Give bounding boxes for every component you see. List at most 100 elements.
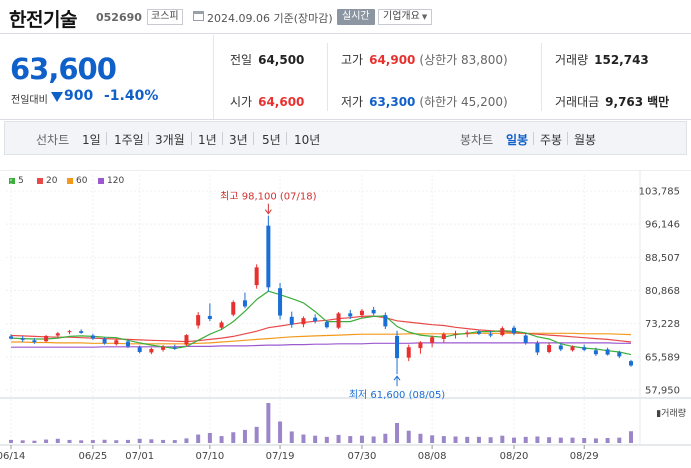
- reference-date: 2024.09.06 기준(장마감): [207, 12, 333, 25]
- x-tick-label: 07/10: [195, 451, 224, 462]
- volume-bar: [161, 439, 166, 443]
- candle-body: [102, 338, 107, 344]
- y-tick-label: 73,228: [645, 319, 680, 330]
- volume-bar: [383, 433, 388, 443]
- prev-close: 전일 64,500: [230, 51, 304, 68]
- tab-3year[interactable]: 3년: [229, 133, 248, 147]
- low-value: 63,300: [369, 95, 416, 109]
- divider: [286, 132, 287, 145]
- realtime-button[interactable]: 실시간: [337, 9, 375, 25]
- candle-body: [196, 315, 201, 326]
- ma-line-ma20: [10, 315, 632, 343]
- x-tick-label: 08/08: [418, 451, 447, 462]
- x-tick-label: 06/14: [0, 451, 25, 462]
- legend-swatch: [9, 177, 15, 184]
- candle-body: [184, 335, 189, 345]
- volume-bar: [476, 436, 481, 443]
- volume-bar: [348, 436, 353, 443]
- volume-bar: [593, 438, 598, 443]
- high-annotation: 최고 98,100 (07/18): [220, 191, 316, 203]
- diff-label: 전일대비: [11, 95, 48, 106]
- candle-body: [219, 322, 224, 328]
- line-chart-label: 선차트: [36, 133, 70, 147]
- volume-bar: [324, 436, 329, 443]
- stock-candle-chart[interactable]: 103,785 96,146 88,507 80,868 73,228 65,589 57,…: [0, 170, 691, 468]
- legend-ma5: 5: [9, 176, 24, 186]
- legend-swatch: [37, 177, 43, 184]
- company-info-dropdown[interactable]: 기업개요 ▼: [378, 9, 433, 25]
- prev-close-label: 전일: [230, 53, 253, 67]
- tab-daily[interactable]: 일봉: [506, 133, 529, 147]
- volume-bar: [359, 435, 364, 443]
- volume-bar: [32, 440, 37, 443]
- tab-1week[interactable]: 1주일: [114, 133, 144, 147]
- diff-percent: -1.40%: [104, 88, 159, 104]
- candle-body: [207, 315, 212, 320]
- volume-bar: [172, 440, 177, 443]
- candle-body: [161, 346, 166, 350]
- high-price: 고가 64,900 (상한가 83,800): [341, 51, 508, 68]
- volume-bar: [149, 439, 154, 443]
- legend-swatch: [98, 177, 104, 184]
- legend-label: 5: [18, 176, 24, 186]
- candle-chart-label: 봉차트: [460, 133, 494, 147]
- candle-body: [605, 349, 610, 355]
- volume-bar: [465, 436, 470, 443]
- amount-value: 9,763: [605, 95, 644, 109]
- divider: [106, 132, 107, 145]
- open-value: 64,600: [258, 95, 305, 109]
- candle-body: [32, 340, 37, 343]
- high-value: 64,900: [369, 53, 416, 67]
- volume-bar: [547, 437, 552, 443]
- volume-bar: [20, 440, 25, 443]
- tab-5year[interactable]: 5년: [262, 133, 281, 147]
- volume-bar: [67, 439, 72, 443]
- candle-body: [453, 333, 458, 335]
- volume-label: ▮거래량: [656, 407, 686, 419]
- ma-line-ma120: [11, 342, 631, 348]
- candle-body: [406, 347, 411, 358]
- candle-body: [67, 331, 72, 333]
- volume-bar: [617, 437, 622, 443]
- candle-body: [547, 345, 552, 353]
- tab-10year[interactable]: 10년: [294, 133, 321, 147]
- volume-bar: [512, 437, 517, 443]
- candle-body: [430, 337, 435, 343]
- candle-body: [254, 267, 259, 286]
- volume-bar: [336, 434, 341, 443]
- volume-bar: [301, 434, 306, 443]
- current-price: 63,600: [10, 52, 117, 86]
- volume-bar: [558, 437, 563, 443]
- candle-body: [149, 348, 154, 353]
- candle-body: [593, 350, 598, 355]
- volume-bar: [418, 433, 423, 443]
- x-tick-label: 07/01: [125, 451, 154, 462]
- tab-weekly[interactable]: 주봉: [540, 133, 563, 147]
- tab-monthly[interactable]: 월봉: [574, 133, 597, 147]
- market-badge: 코스피: [147, 9, 183, 25]
- volume-bar: [395, 423, 400, 443]
- volume-bar: [488, 437, 493, 443]
- divider: [191, 132, 192, 145]
- volume-bar: [207, 433, 212, 443]
- candle-body: [289, 316, 294, 325]
- volume-bar: [500, 435, 505, 443]
- candle-body: [125, 341, 130, 347]
- divider: [253, 132, 254, 145]
- volume-bar: [430, 435, 435, 443]
- candle-body: [617, 352, 622, 357]
- volume-bar: [406, 430, 411, 443]
- volume-bar: [313, 435, 318, 443]
- volume-bar: [219, 436, 224, 443]
- tab-1year[interactable]: 1년: [198, 133, 217, 147]
- tab-3month[interactable]: 3개월: [155, 133, 185, 147]
- tab-1day[interactable]: 1일: [82, 133, 101, 147]
- candle-body: [9, 336, 13, 339]
- candle-body: [465, 332, 470, 334]
- y-tick-label: 96,146: [645, 220, 680, 231]
- high-arrow-head: [264, 209, 272, 215]
- divider: [148, 132, 149, 145]
- volume-label: 거래량: [555, 53, 589, 67]
- candle-body: [395, 335, 400, 359]
- candle-body: [441, 334, 446, 339]
